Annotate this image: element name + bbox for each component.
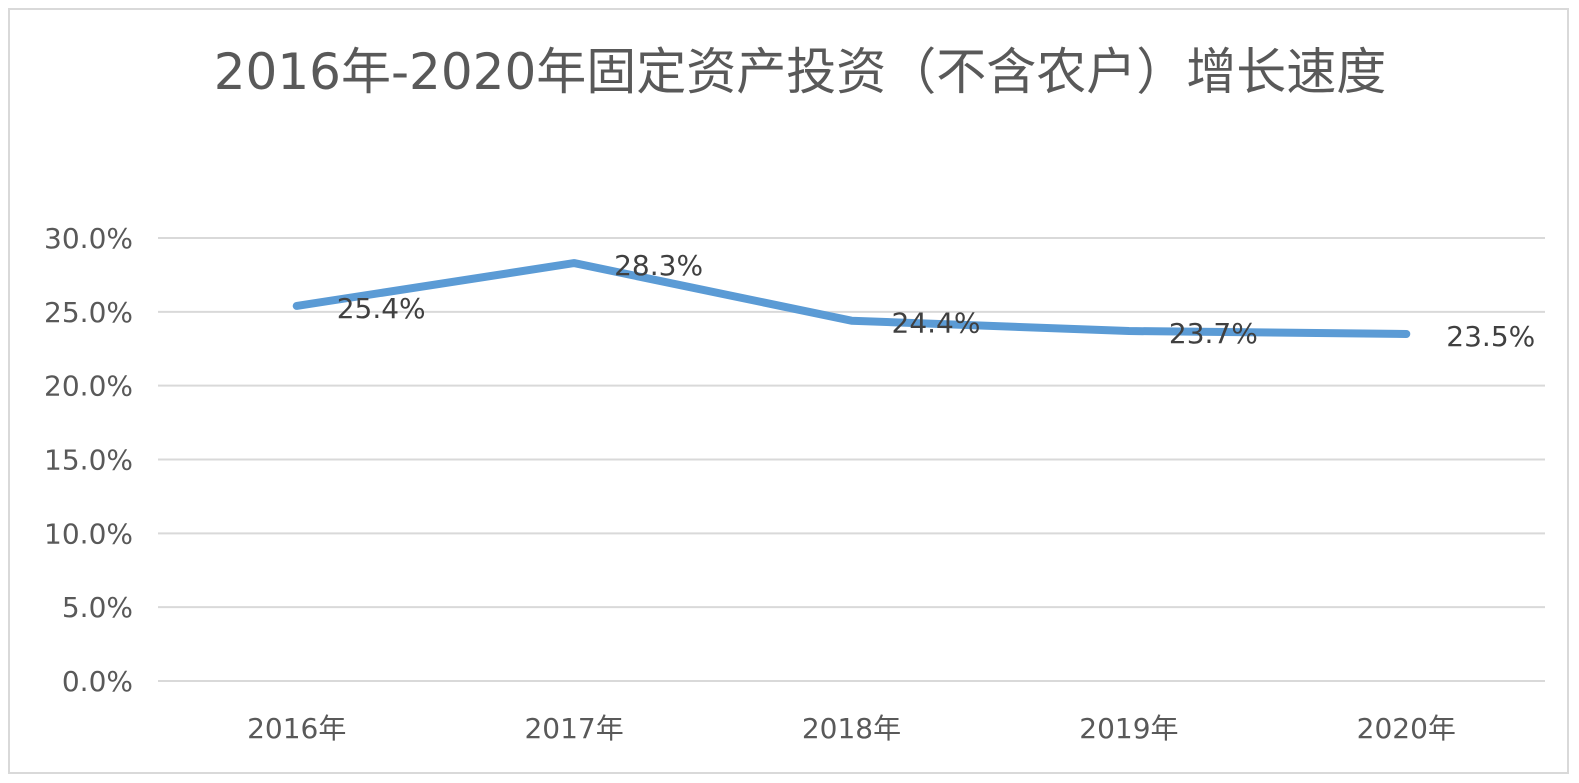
x-axis-tick-labels: 2016年 2017年 2018年 2019年 2020年: [247, 712, 1456, 745]
y-tick-label: 15.0%: [44, 444, 133, 477]
y-tick-label: 10.0%: [44, 517, 133, 550]
data-label: 24.4%: [892, 307, 981, 340]
data-labels: 25.4% 28.3% 24.4% 23.7% 23.5%: [337, 249, 1536, 353]
data-label: 23.5%: [1446, 320, 1535, 353]
x-tick-label: 2016年: [247, 712, 346, 745]
y-tick-label: 25.0%: [44, 296, 133, 329]
data-label: 25.4%: [337, 292, 426, 325]
y-axis-tick-labels: 0.0% 5.0% 10.0% 15.0% 20.0% 25.0% 30.0%: [44, 222, 133, 698]
x-tick-label: 2018年: [802, 712, 901, 745]
data-label: 28.3%: [614, 249, 703, 282]
chart-area: [8, 8, 1569, 774]
x-tick-label: 2017年: [524, 712, 623, 745]
series-lines: [292, 259, 1411, 338]
y-tick-label: 30.0%: [44, 222, 133, 255]
x-tick-label: 2020年: [1357, 712, 1456, 745]
gridlines: [158, 237, 1545, 682]
y-tick-label: 20.0%: [44, 370, 133, 403]
chart-title: 2016年-2020年固定资产投资（不含农户）增长速度: [213, 43, 1387, 101]
data-label: 23.7%: [1169, 317, 1258, 350]
y-tick-label: 0.0%: [62, 665, 133, 698]
x-tick-label: 2019年: [1079, 712, 1178, 745]
y-tick-label: 5.0%: [62, 591, 133, 624]
